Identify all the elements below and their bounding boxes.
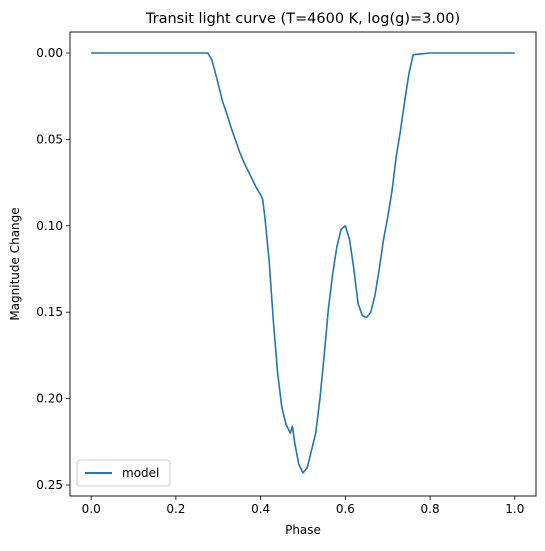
y-tick-label: 0.10 (36, 219, 63, 233)
x-tick-label: 0.4 (251, 502, 270, 516)
y-tick-label: 0.25 (36, 478, 63, 492)
plot-area (91, 52, 515, 474)
axes-frame (69, 31, 537, 497)
y-tick-label: 0.00 (36, 46, 63, 60)
x-tick-label: 0.0 (82, 502, 101, 516)
legend: model (76, 459, 171, 487)
y-tick-label: 0.05 (36, 132, 63, 146)
x-tick-label: 0.2 (166, 502, 185, 516)
y-tick-label: 0.15 (36, 305, 63, 319)
y-axis: 0.00 0.05 0.10 0.15 0.20 0.25 (36, 46, 70, 492)
chart-title: Transit light curve (T=4600 K, log(g)=3.… (145, 11, 460, 27)
x-axis-label: Phase (285, 523, 321, 537)
y-tick-label: 0.20 (36, 392, 63, 406)
x-tick-label: 1.0 (505, 502, 524, 516)
x-tick-label: 0.8 (421, 502, 440, 516)
series-line-model (91, 52, 515, 474)
x-axis: 0.0 0.2 0.4 0.6 0.8 1.0 (82, 496, 524, 516)
x-tick-label: 0.6 (336, 502, 355, 516)
legend-label: model (122, 466, 159, 480)
legend-box (76, 459, 171, 487)
y-axis-label: Magnitude Change (8, 207, 22, 320)
